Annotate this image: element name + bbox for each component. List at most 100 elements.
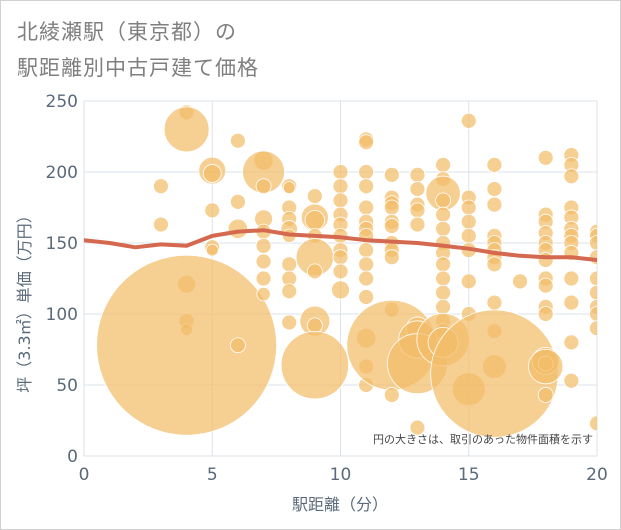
x-tick-label: 0 — [79, 465, 90, 485]
data-bubble — [563, 294, 580, 311]
data-bubble — [435, 192, 452, 209]
data-bubble — [358, 178, 375, 195]
data-bubble — [589, 415, 597, 432]
data-bubble — [281, 314, 298, 331]
data-bubble — [460, 273, 477, 290]
data-bubble — [435, 284, 452, 301]
data-bubble — [229, 337, 246, 354]
data-bubble — [255, 270, 272, 287]
x-tick-label: 15 — [458, 465, 480, 485]
data-bubble — [589, 249, 597, 266]
data-bubble — [537, 149, 554, 166]
data-bubble — [227, 218, 249, 239]
data-bubble — [486, 181, 503, 197]
data-bubble — [409, 419, 426, 436]
data-bubble — [153, 216, 169, 233]
data-bubble — [589, 306, 597, 322]
x-tick-label: 5 — [207, 465, 218, 485]
data-bubble — [409, 166, 426, 183]
data-bubble — [537, 306, 554, 322]
data-bubble — [358, 199, 375, 216]
data-bubble — [435, 156, 452, 173]
data-bubble — [255, 253, 272, 270]
data-bubble — [563, 372, 580, 389]
data-bubble — [282, 181, 296, 195]
data-bubble — [589, 284, 597, 301]
data-bubble — [358, 134, 375, 151]
y-tick-label: 50 — [56, 376, 78, 396]
data-bubble — [332, 192, 349, 209]
data-bubble — [563, 270, 580, 287]
data-bubble — [204, 202, 221, 219]
data-bubble — [409, 202, 426, 219]
data-bubble — [358, 289, 375, 305]
data-bubble — [383, 387, 400, 403]
data-bubble — [332, 178, 349, 195]
data-bubble — [281, 256, 298, 273]
y-axis-title: 坪（3.3㎡）単価（万円） — [15, 207, 34, 392]
data-bubble — [281, 283, 298, 300]
data-bubble — [163, 106, 210, 153]
chart-title-line2: 駅距離別中古戸建て価格 — [17, 56, 259, 80]
data-bubble — [229, 132, 246, 149]
data-bubble — [256, 286, 271, 302]
y-tick-label: 200 — [46, 163, 78, 183]
data-bubble — [409, 181, 426, 197]
data-bubble — [306, 263, 323, 280]
data-bubble — [255, 178, 272, 195]
x-tick-label: 10 — [330, 465, 352, 485]
data-bubble — [435, 206, 452, 223]
data-bubble — [229, 193, 246, 210]
data-bubble — [486, 294, 503, 311]
data-bubble — [96, 254, 278, 436]
data-bubble — [332, 164, 349, 180]
data-bubble — [280, 330, 350, 400]
data-bubble — [332, 263, 349, 280]
data-bubble — [202, 164, 222, 183]
data-bubble — [331, 280, 350, 300]
data-bubble — [589, 235, 597, 251]
data-bubble — [435, 298, 452, 315]
data-bubble — [304, 210, 326, 231]
data-bubble — [306, 317, 323, 334]
chart-title-line1: 北綾瀬駅（東京都）の — [17, 20, 237, 44]
data-bubble — [460, 227, 477, 244]
data-bubble — [460, 199, 477, 216]
data-bubble — [435, 256, 452, 273]
data-bubble — [383, 249, 400, 266]
data-bubble — [383, 166, 400, 183]
data-bubble — [435, 220, 452, 237]
data-bubble — [589, 270, 597, 287]
data-bubble — [435, 270, 452, 287]
trend-layer — [84, 228, 597, 262]
y-tick-label: 100 — [46, 305, 78, 325]
data-bubble — [358, 242, 375, 259]
size-annotation: 円の大きさは、取引のあった物件面積を示す — [373, 432, 593, 446]
data-bubble — [205, 243, 219, 257]
data-bubble — [306, 188, 323, 205]
trend-line — [84, 228, 597, 262]
data-bubble — [153, 178, 169, 195]
y-tick-label: 0 — [67, 447, 78, 467]
data-bubble — [255, 237, 272, 254]
data-bubble — [409, 216, 426, 233]
data-bubble — [460, 213, 477, 230]
data-bubble — [383, 218, 400, 234]
x-axis-title: 駅距離（分） — [292, 495, 388, 514]
bubble-layer — [96, 104, 597, 438]
data-bubble — [358, 270, 375, 287]
data-bubble — [512, 273, 528, 290]
y-tick-label: 250 — [46, 92, 78, 112]
data-bubble — [486, 196, 503, 213]
x-tick-label: 20 — [586, 465, 608, 485]
data-bubble — [358, 164, 375, 180]
data-bubble — [563, 334, 580, 351]
data-bubble — [589, 320, 597, 337]
data-bubble — [486, 156, 503, 173]
data-bubble — [486, 256, 503, 273]
data-bubble — [528, 348, 564, 385]
data-bubble — [460, 112, 477, 129]
y-tick-label: 150 — [46, 234, 78, 254]
